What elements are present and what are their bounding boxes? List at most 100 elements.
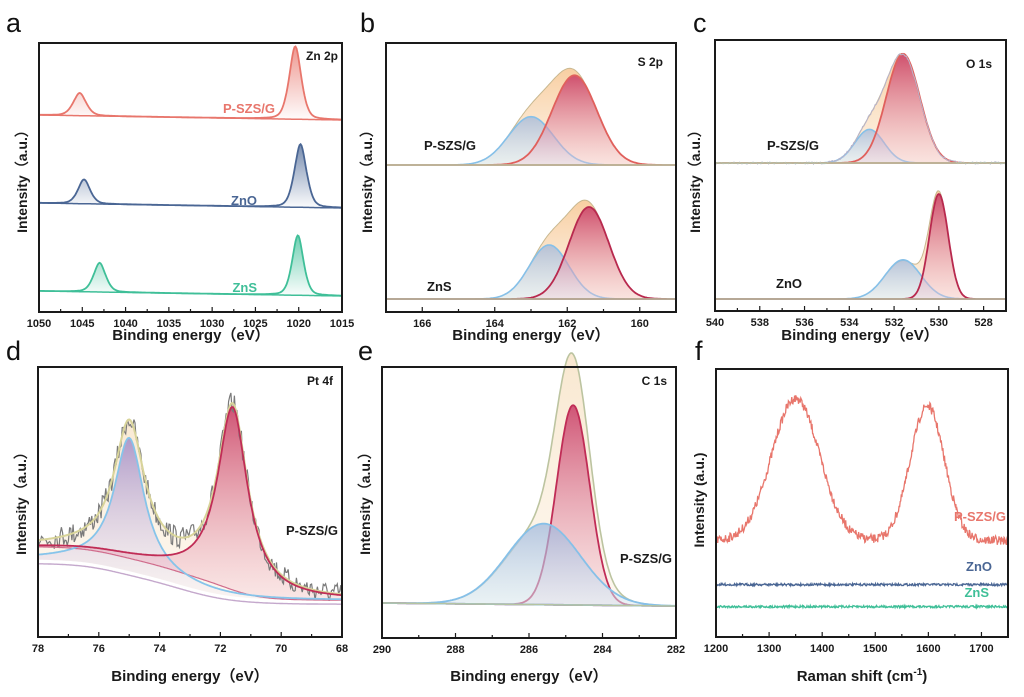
y-axis-label-e: Intensity（a.u.） bbox=[357, 445, 373, 555]
plot-area-a bbox=[39, 45, 342, 297]
component-peak-red bbox=[38, 407, 342, 601]
panel-a: a 1050 1045 1040 1035 1030 1025 1020 1015 Zn 2p… bbox=[6, 8, 354, 344]
core-level-label-b: S 2p bbox=[638, 55, 663, 69]
core-level-label-e: C 1s bbox=[642, 374, 668, 388]
x-axis-label-b: Binding energy（eV） bbox=[452, 326, 610, 344]
series-label-pszs-d: P-SZS/G bbox=[286, 523, 338, 538]
series-label-pszs-b: P-SZS/G bbox=[424, 138, 476, 153]
series-label-pszs-a: P-SZS/G bbox=[223, 101, 275, 116]
x-ticks-c: 540 538 536 534 532 530 528 bbox=[706, 306, 993, 329]
x-tick-label: 72 bbox=[214, 643, 226, 655]
x-tick-label: 284 bbox=[593, 644, 612, 656]
series-label-pszs-e: P-SZS/G bbox=[620, 551, 672, 566]
series-label-zno-a: ZnO bbox=[231, 193, 257, 208]
series-fill-zns bbox=[39, 235, 342, 296]
x-tick-label: 1600 bbox=[916, 643, 940, 655]
axes-frame-c bbox=[714, 39, 1007, 312]
panel-c: c 540 538 536 534 532 530 528 O 1s P-SZS/G ZnO… bbox=[687, 8, 1007, 344]
series-line-pszsg bbox=[39, 45, 342, 121]
raw-spectrum bbox=[37, 392, 343, 602]
panel-e: e 290 288 286 284 282 C 1s P-SZS/G Binding e… bbox=[357, 336, 685, 685]
x-tick-label: 530 bbox=[930, 317, 948, 329]
x-axis-label-f: Raman shift (cm-1) bbox=[797, 667, 928, 685]
x-tick-label: 290 bbox=[373, 644, 391, 656]
series-label-zno-f: ZnO bbox=[966, 559, 992, 574]
x-tick-label: 532 bbox=[885, 317, 903, 329]
baseline bbox=[382, 602, 676, 607]
x-tick-label: 1700 bbox=[969, 643, 993, 655]
panel-b: b 166 164 162 160 S 2p P-SZS/G ZnS Binding … bbox=[359, 8, 677, 344]
x-tick-label: 1035 bbox=[157, 318, 181, 330]
x-tick-label: 534 bbox=[840, 317, 859, 329]
y-axis-label-a: Intensity（a.u.） bbox=[14, 123, 30, 233]
x-tick-label: 162 bbox=[558, 318, 576, 330]
x-tick-label: 160 bbox=[631, 318, 649, 330]
fit-envelope bbox=[37, 401, 343, 596]
x-tick-label: 536 bbox=[795, 317, 813, 329]
x-tick-label: 538 bbox=[751, 317, 769, 329]
series-line-zns bbox=[39, 234, 342, 297]
plot-area-e bbox=[382, 352, 677, 607]
x-tick-label: 288 bbox=[446, 644, 464, 656]
core-level-label-d: Pt 4f bbox=[307, 374, 334, 388]
x-ticks-f: 1200 1300 1400 1500 1600 1700 bbox=[704, 632, 994, 655]
x-tick-label: 540 bbox=[706, 317, 724, 329]
panel-letter-b: b bbox=[360, 8, 375, 38]
plot-area-c bbox=[714, 52, 1007, 300]
y-axis-label-f: Intensity (a.u.) bbox=[691, 453, 707, 548]
panel-f: f 1200 1300 1400 1500 1600 1700 P-SZS/G ZnO Z… bbox=[691, 336, 1009, 685]
x-axis-label-f-sup: -1 bbox=[913, 667, 922, 678]
x-axis-label-e: Binding energy（eV） bbox=[450, 667, 608, 685]
series-line-zno bbox=[39, 142, 342, 209]
x-tick-label: 1300 bbox=[757, 643, 781, 655]
background-line-red bbox=[38, 546, 342, 601]
y-axis-label-b: Intensity（a.u.） bbox=[359, 123, 375, 233]
x-tick-label: 74 bbox=[153, 643, 166, 655]
series-label-zns-f: ZnS bbox=[964, 585, 989, 600]
series-label-zno-c: ZnO bbox=[776, 276, 802, 291]
fit-envelope bbox=[715, 190, 1006, 300]
x-ticks-b: 166 164 162 160 bbox=[413, 307, 649, 330]
x-axis-label-d: Binding energy（eV） bbox=[111, 667, 269, 685]
raman-line-zno bbox=[715, 581, 1009, 588]
background-line bbox=[38, 563, 342, 605]
x-tick-label: 1200 bbox=[704, 643, 728, 655]
panel-letter-a: a bbox=[6, 8, 22, 38]
x-tick-label: 68 bbox=[336, 643, 348, 655]
x-ticks-e: 290 288 286 284 282 bbox=[373, 633, 685, 656]
y-axis-label-d: Intensity（a.u.） bbox=[13, 445, 29, 555]
x-tick-label: 164 bbox=[486, 318, 505, 330]
x-tick-label: 78 bbox=[32, 643, 44, 655]
panel-letter-c: c bbox=[693, 8, 707, 38]
x-tick-label: 282 bbox=[667, 644, 685, 656]
series-label-pszs-f: P-SZS/G bbox=[954, 509, 1006, 524]
component-peak-purple bbox=[38, 437, 342, 601]
core-level-label-c: O 1s bbox=[966, 57, 992, 71]
core-level-label-a: Zn 2p bbox=[306, 49, 338, 63]
plot-area-b bbox=[386, 67, 676, 300]
y-axis-label-c: Intensity（a.u.） bbox=[687, 123, 703, 233]
series-label-zns-b: ZnS bbox=[427, 279, 452, 294]
x-ticks-a: 1050 1045 1040 1035 1030 1025 1020 1015 bbox=[27, 307, 354, 330]
x-tick-label: 1500 bbox=[863, 643, 887, 655]
panel-letter-d: d bbox=[6, 336, 21, 366]
plot-area-f bbox=[715, 395, 1009, 610]
x-axis-label-f-main: Raman shift (cm bbox=[797, 668, 914, 685]
x-tick-label: 528 bbox=[974, 317, 992, 329]
x-axis-label-f-end: ) bbox=[922, 668, 927, 685]
x-tick-label: 166 bbox=[413, 318, 431, 330]
panel-d: d 78 76 74 72 70 68 Pt 4f P-SZS/G Binding ene… bbox=[6, 336, 348, 685]
x-axis-label-c: Binding energy（eV） bbox=[781, 326, 939, 344]
raman-line-pszsg bbox=[715, 395, 1009, 545]
component-peak-blue-line bbox=[37, 436, 342, 601]
series-label-zns-a: ZnS bbox=[232, 280, 257, 295]
x-axis-label-a: Binding energy（eV） bbox=[112, 326, 270, 344]
axes-frame-f bbox=[715, 368, 1009, 638]
component-peak-red-line bbox=[38, 405, 343, 597]
panel-letter-f: f bbox=[695, 336, 703, 366]
panel-letter-e: e bbox=[358, 336, 373, 366]
raman-line-zns bbox=[715, 603, 1009, 610]
x-tick-label: 1400 bbox=[810, 643, 834, 655]
x-tick-label: 76 bbox=[93, 643, 105, 655]
